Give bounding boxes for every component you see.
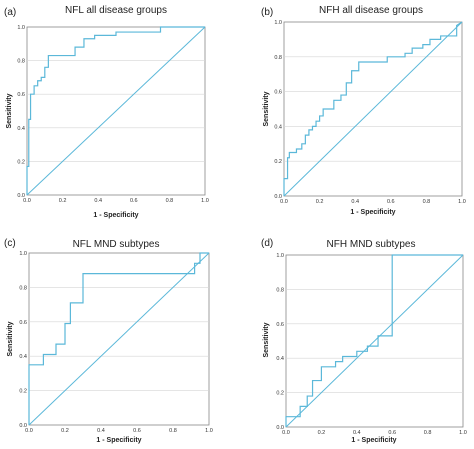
panel-a-y-tick-label: 0.4 — [17, 126, 25, 132]
panel-c-x-tick-label: 0.6 — [133, 428, 141, 434]
panel-b-x-tick-label: 0.2 — [316, 199, 324, 205]
panel-b-roc-curve — [283, 21, 463, 196]
panel-d-y-tick-label: 0.6 — [276, 322, 284, 328]
panel-c-label: (c) — [4, 238, 16, 249]
panel-a-y-tick-label: 0.8 — [17, 59, 25, 65]
panel-a-y-tick-label: 0.6 — [17, 92, 25, 98]
panel-d-x-tick-label: 0.8 — [424, 430, 432, 436]
panel-a-reference-line — [26, 26, 206, 196]
panel-c-x-axis-label: 1 - Specificity — [96, 437, 141, 444]
panel-c-y-tick-label: 0.0 — [19, 423, 27, 429]
panel-d-x-tick-label: 0.4 — [353, 430, 361, 436]
panel-b-y-tick-label: 0.4 — [274, 124, 282, 130]
panel-d-y-tick-label: 0.4 — [276, 356, 284, 362]
panel-b-x-axis-label: 1 - Specificity — [350, 209, 395, 216]
panel-b-y-tick-label: 0.2 — [274, 159, 282, 165]
panel-c-plot-frame — [28, 252, 210, 426]
panel-b: (b) NFH all disease groups 0.00.20.40.60… — [261, 5, 466, 216]
panel-c-reference-line — [28, 252, 210, 426]
panel-b-y-tick-label: 0.8 — [274, 55, 282, 61]
panel-d-y-tick-label: 0.2 — [276, 391, 284, 397]
panel-a-title: NFL all disease groups — [65, 5, 167, 16]
panel-b-title: NFH all disease groups — [319, 5, 423, 16]
panel-c-y-tick-label: 0.6 — [19, 320, 27, 326]
panel-d-title: NFH MND subtypes — [327, 239, 416, 250]
panel-b-x-tick-label: 0.4 — [351, 199, 359, 205]
panel-c-y-ticks: 0.0 0.2 0.4 0.6 0.8 1.0 — [19, 251, 27, 429]
panel-d-y-axis-label: Sensitivity — [263, 322, 270, 357]
panel-d-x-tick-label: 0.6 — [388, 430, 396, 436]
panel-a-x-tick-label: 1.0 — [201, 198, 209, 204]
panel-a-roc-curve — [26, 26, 205, 195]
panel-d-y-tick-label: 1.0 — [276, 253, 284, 259]
panel-d-y-ticks: 0.0 0.2 0.4 0.6 0.8 1.0 — [276, 253, 284, 431]
panel-a-x-axis-label: 1 - Specificity — [93, 212, 138, 219]
panel-d-x-tick-label: 1.0 — [459, 430, 467, 436]
panel-c-x-tick-label: 1.0 — [205, 428, 213, 434]
panel-b-y-tick-label: 0.0 — [274, 194, 282, 200]
panel-c: (c) NFL MND subtypes 0.00.20.40.60.81.0 … — [4, 238, 213, 444]
panel-b-x-tick-label: 0.0 — [280, 199, 288, 205]
panel-b-plot-frame — [283, 21, 463, 197]
panel-a-x-tick-label: 0.8 — [166, 198, 174, 204]
panel-c-x-tick-label: 0.4 — [97, 428, 105, 434]
panel-b-y-axis-label: Sensitivity — [263, 91, 270, 126]
panel-c-x-tick-label: 0.8 — [169, 428, 177, 434]
panel-c-gridlines — [29, 287, 209, 391]
panel-c-x-ticks: 0.0 0.2 0.4 0.6 0.8 1.0 — [25, 428, 213, 434]
panel-b-y-tick-label: 0.6 — [274, 90, 282, 96]
panel-c-y-tick-label: 0.4 — [19, 354, 27, 360]
panel-a-plot-frame — [26, 26, 206, 196]
panel-c-y-axis-label: Sensitivity — [7, 321, 14, 356]
panel-a-x-tick-label: 0.0 — [23, 198, 31, 204]
panel-c-title: NFL MND subtypes — [73, 239, 160, 250]
panel-b-label: (b) — [261, 7, 273, 18]
panel-b-reference-line — [283, 21, 463, 197]
panel-c-y-tick-label: 1.0 — [19, 251, 27, 257]
panel-b-x-tick-label: 0.8 — [423, 199, 431, 205]
panel-a-y-tick-label: 0.0 — [17, 193, 25, 199]
panel-a-y-ticks: 0.0 0.2 0.4 0.6 0.8 1.0 — [17, 25, 25, 199]
panel-a-x-tick-label: 0.6 — [130, 198, 138, 204]
panel-c-x-tick-label: 0.2 — [61, 428, 69, 434]
panel-d-roc-curve — [285, 254, 463, 427]
panel-b-x-tick-label: 0.6 — [387, 199, 395, 205]
panel-d: (d) NFH MND subtypes 0.00.20.40.60.81.0 … — [261, 238, 467, 444]
panel-a-y-tick-label: 0.2 — [17, 159, 25, 165]
panel-a-x-tick-label: 0.4 — [94, 198, 102, 204]
panel-b-x-tick-label: 1.0 — [458, 199, 466, 205]
panel-b-y-ticks: 0.0 0.2 0.4 0.6 0.8 1.0 — [274, 20, 282, 200]
panel-a-x-tick-label: 0.2 — [59, 198, 67, 204]
panel-c-roc-curve — [28, 252, 209, 425]
panel-d-x-tick-label: 0.2 — [318, 430, 326, 436]
panel-c-y-tick-label: 0.8 — [19, 285, 27, 291]
panel-d-x-tick-label: 0.0 — [282, 430, 290, 436]
panel-a-gridlines — [27, 60, 205, 162]
panel-c-y-tick-label: 0.2 — [19, 389, 27, 395]
panel-c-x-tick-label: 0.0 — [25, 428, 33, 434]
panel-d-gridlines — [286, 289, 463, 393]
panel-d-plot-frame — [285, 254, 464, 428]
panel-d-x-axis-label: 1 - Specificity — [351, 437, 396, 444]
panel-d-x-ticks: 0.0 0.2 0.4 0.6 0.8 1.0 — [282, 430, 467, 436]
panel-d-y-tick-label: 0.0 — [276, 425, 284, 431]
panel-a-y-tick-label: 1.0 — [17, 25, 25, 31]
panel-d-y-tick-label: 0.8 — [276, 287, 284, 293]
panel-a: (a) NFL all disease groups 0.00.20.40.60… — [4, 5, 209, 219]
panel-d-label: (d) — [261, 238, 273, 249]
panel-a-label: (a) — [4, 7, 16, 18]
panel-b-x-ticks: 0.0 0.2 0.4 0.6 0.8 1.0 — [280, 199, 466, 205]
panel-b-y-tick-label: 1.0 — [274, 20, 282, 26]
panel-a-x-ticks: 0.0 0.2 0.4 0.6 0.8 1.0 — [23, 198, 209, 204]
panel-a-y-axis-label: Sensitivity — [6, 93, 13, 128]
panel-d-reference-line — [285, 254, 464, 428]
